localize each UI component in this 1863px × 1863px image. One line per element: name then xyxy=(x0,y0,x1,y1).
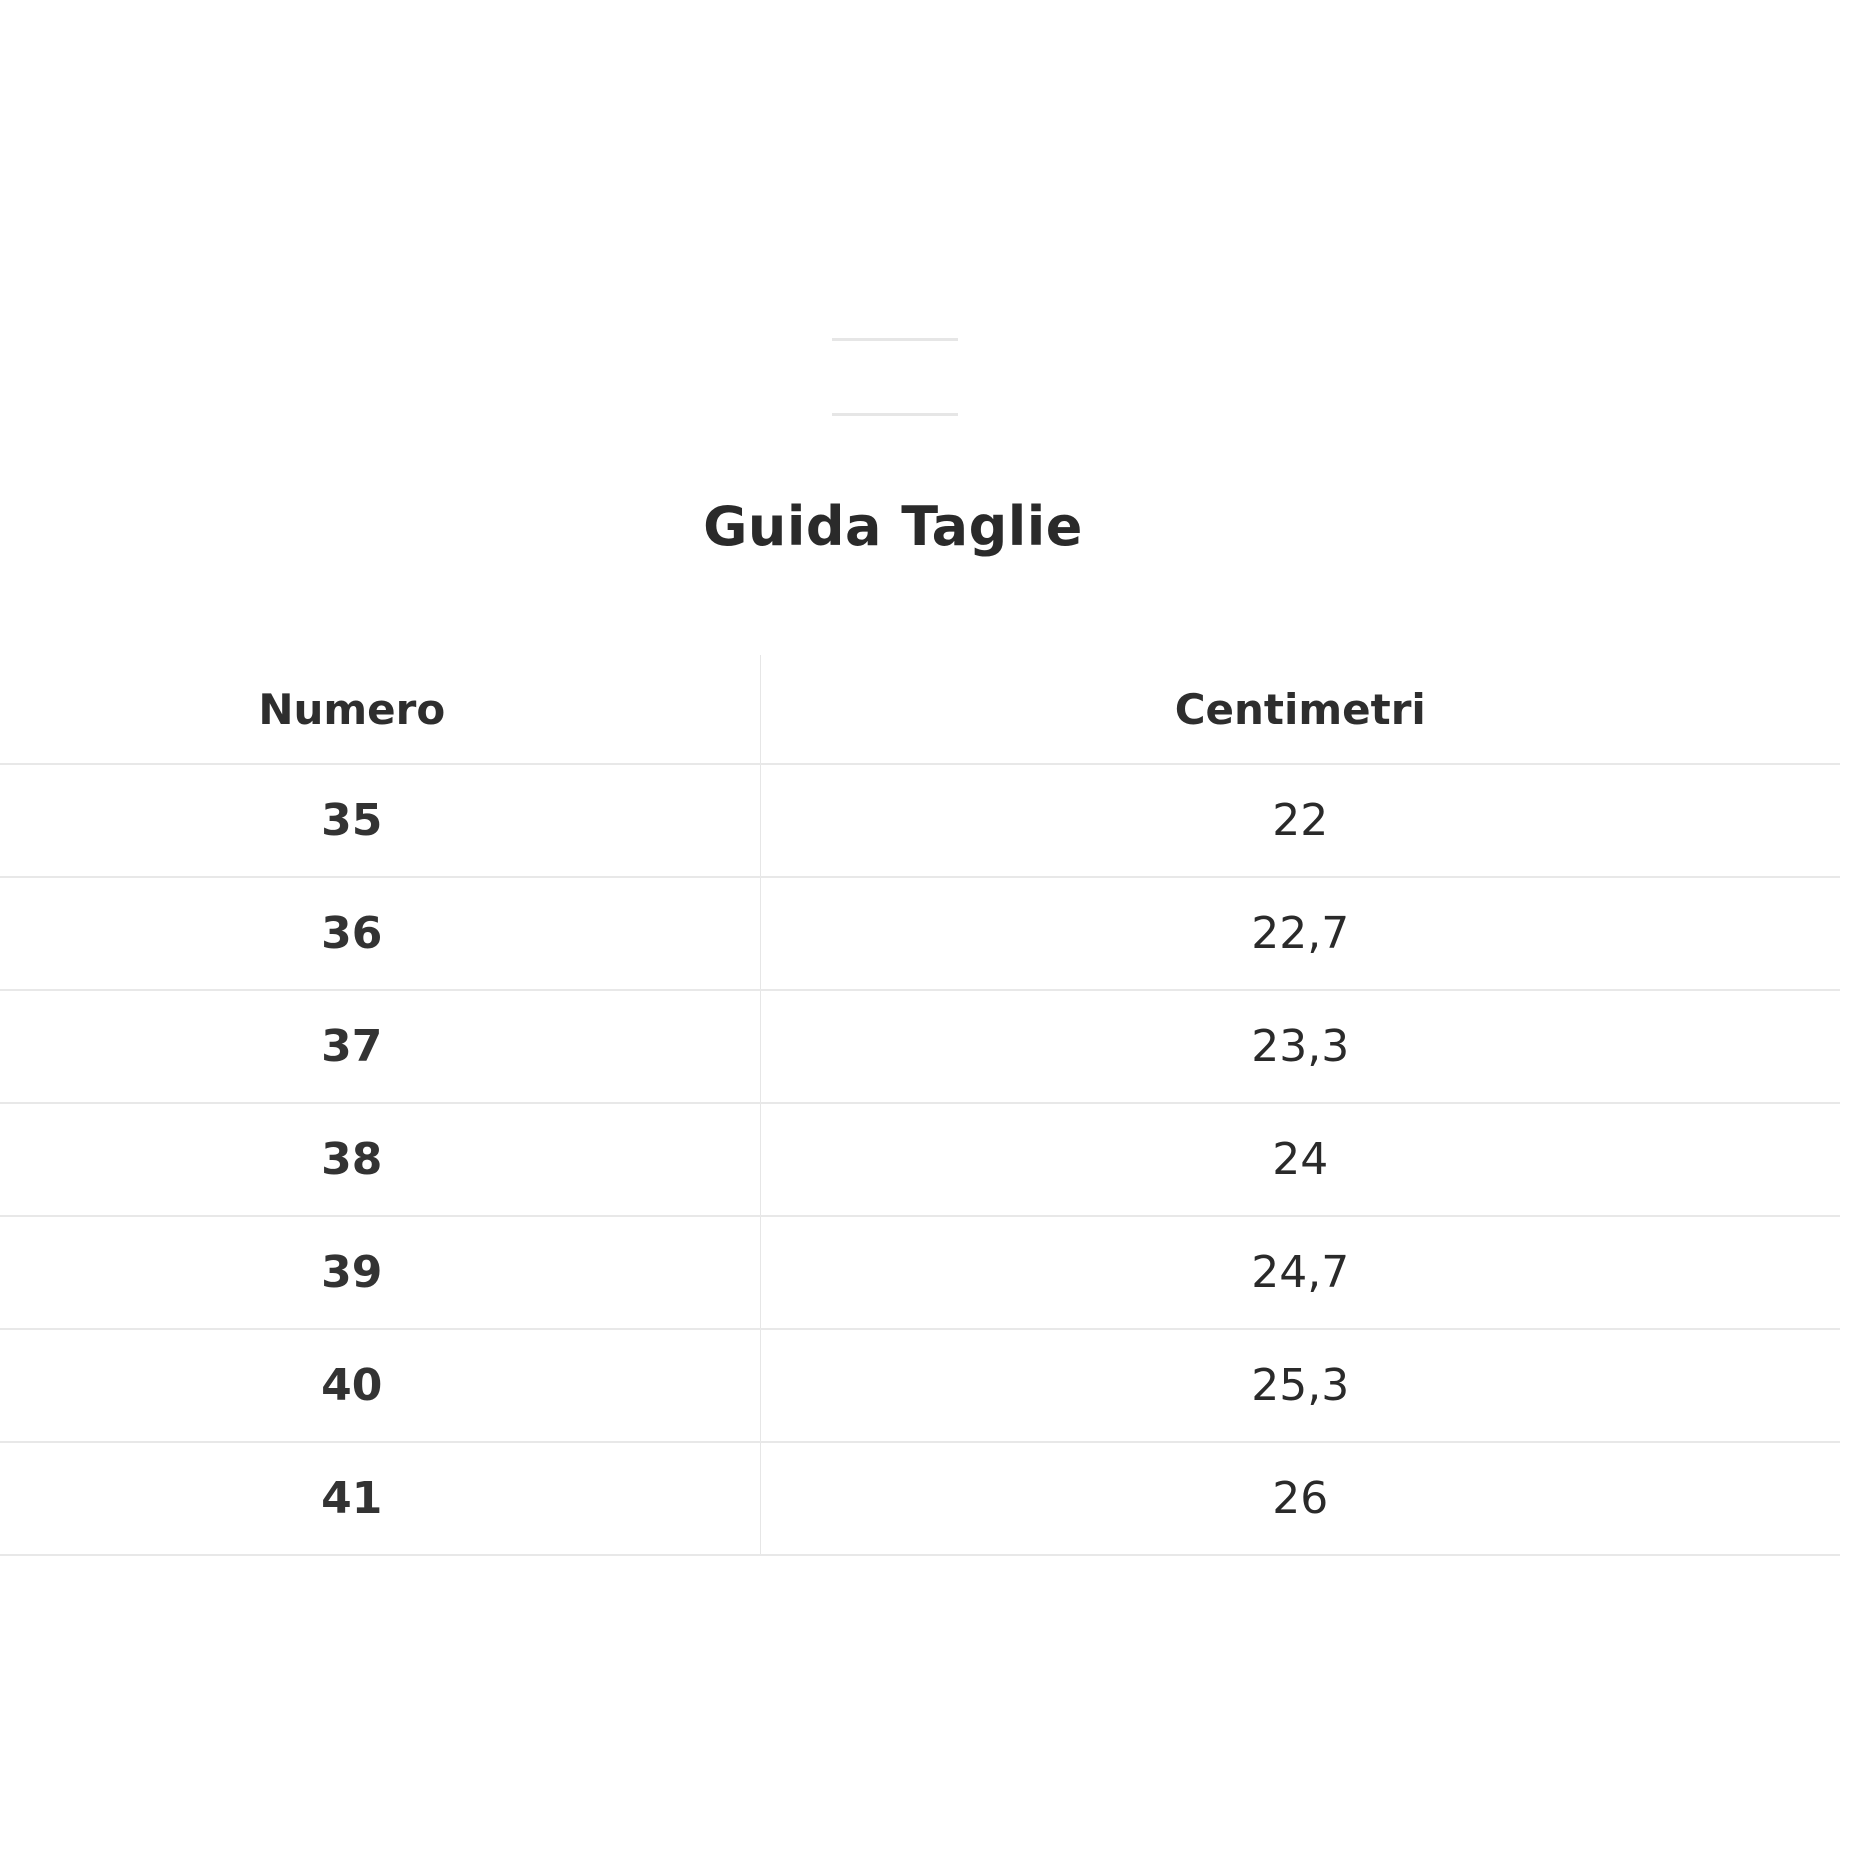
size-number: 41 xyxy=(0,1442,761,1556)
size-centimeters: 23,3 xyxy=(760,990,1840,1104)
size-number: 39 xyxy=(0,1216,761,1330)
table-header-row: Numero Centimetri xyxy=(0,655,1840,765)
size-centimeters: 22,7 xyxy=(760,877,1840,991)
size-centimeters: 26 xyxy=(760,1442,1840,1556)
table-row: 41 26 xyxy=(0,1442,1840,1556)
table-row: 38 24 xyxy=(0,1103,1840,1217)
size-number: 38 xyxy=(0,1103,761,1217)
size-centimeters: 25,3 xyxy=(760,1329,1840,1443)
header-numero: Numero xyxy=(0,655,761,765)
size-centimeters: 24,7 xyxy=(760,1216,1840,1330)
header-centimetri: Centimetri xyxy=(760,655,1840,765)
size-centimeters: 22 xyxy=(760,764,1840,878)
size-centimeters: 24 xyxy=(760,1103,1840,1217)
size-number: 37 xyxy=(0,990,761,1104)
table-row: 37 23,3 xyxy=(0,990,1840,1104)
size-number: 40 xyxy=(0,1329,761,1443)
size-number: 35 xyxy=(0,764,761,878)
page-title: Guida Taglie xyxy=(703,495,1083,558)
table-row: 39 24,7 xyxy=(0,1216,1840,1330)
table-row: 36 22,7 xyxy=(0,877,1840,991)
size-number: 36 xyxy=(0,877,761,991)
table-row: 40 25,3 xyxy=(0,1329,1840,1443)
divider-bottom xyxy=(832,413,958,416)
size-guide-table: Numero Centimetri 35 22 36 22,7 37 23,3 38 24 39… xyxy=(0,655,1840,1556)
table-row: 35 22 xyxy=(0,764,1840,878)
divider-top xyxy=(832,338,958,341)
